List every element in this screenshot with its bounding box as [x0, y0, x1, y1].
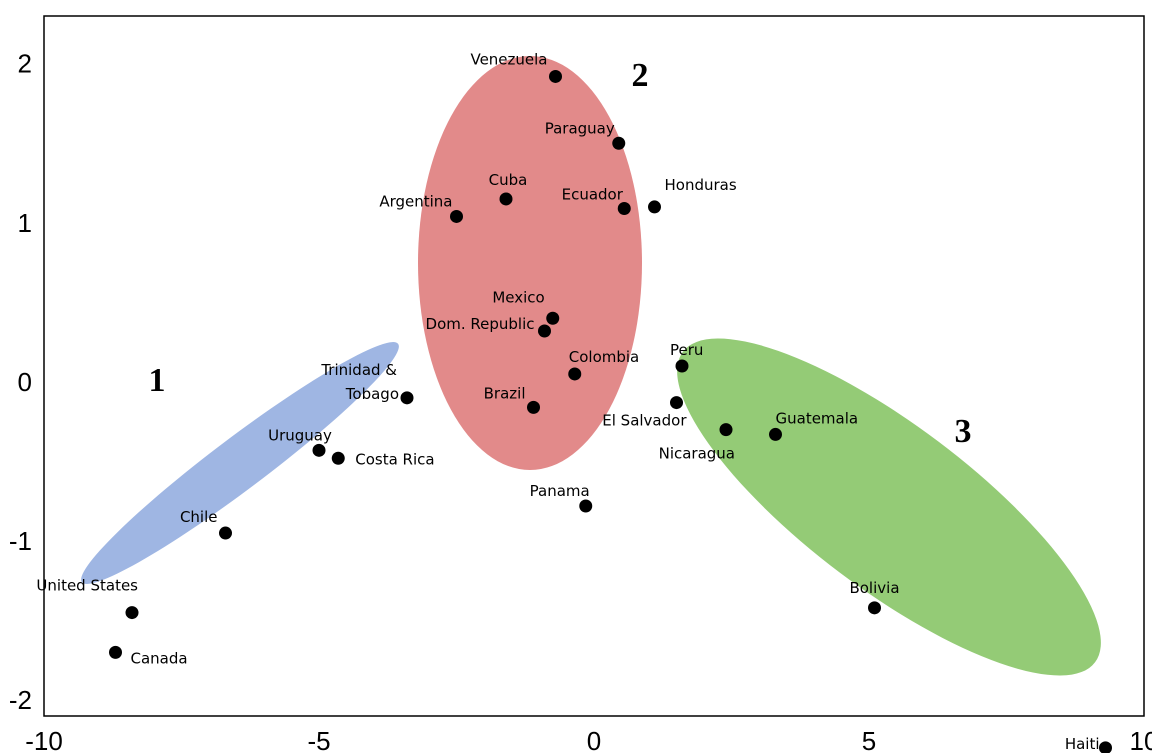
point-chile [219, 526, 232, 540]
cluster-3-label: 3 [955, 413, 972, 450]
point-cuba [499, 192, 513, 206]
point-labels: Venezuela Paraguay Cuba Ecuador Honduras Arge… [36, 50, 1099, 752]
label-venezuela: Venezuela [470, 50, 547, 68]
point-united-states [125, 606, 139, 620]
label-el-salvador: El Salvador [602, 412, 687, 430]
y-axis-ticks: 2 1 0 -1 -2 [9, 49, 32, 715]
label-trinidad-tobago: Trinidad & [320, 361, 397, 379]
point-colombia [568, 367, 582, 381]
x-tick-label: 0 [587, 726, 601, 753]
x-axis-ticks: -10 -5 0 5 10 [25, 726, 1152, 753]
point-uruguay [312, 443, 326, 457]
point-peru [675, 359, 689, 373]
point-nicaragua [719, 423, 733, 437]
point-haiti [1099, 741, 1112, 753]
label-argentina: Argentina [379, 192, 452, 210]
cluster-ellipses [81, 56, 1101, 676]
label-brazil: Brazil [484, 384, 526, 402]
plot-frame [43, 15, 1145, 717]
label-ecuador: Ecuador [562, 186, 624, 204]
x-tick-label: -5 [307, 726, 330, 753]
label-uruguay: Uruguay [268, 426, 332, 444]
point-honduras [648, 200, 661, 214]
point-brazil [527, 400, 540, 414]
x-tick-label: -10 [25, 726, 63, 753]
label-nicaragua: Nicaragua [659, 445, 735, 463]
point-el-salvador [670, 396, 683, 410]
label-united-states: United States [36, 577, 138, 595]
cluster-labels: 1 2 3 [149, 57, 972, 450]
cluster-2-label: 2 [632, 57, 649, 94]
point-guatemala [769, 427, 782, 441]
point-argentina [450, 209, 463, 223]
label-bolivia: Bolivia [849, 579, 899, 597]
label-mexico: Mexico [492, 288, 544, 306]
label-peru: Peru [670, 341, 703, 359]
point-trinidad-tobago [400, 391, 414, 405]
label-costa-rica: Costa Rica [355, 450, 434, 468]
point-canada [109, 645, 122, 659]
point-panama [579, 499, 593, 513]
label-honduras: Honduras [665, 176, 737, 194]
cluster-3-ellipse [677, 338, 1101, 676]
y-tick-label: -2 [9, 685, 32, 715]
cluster-1-label: 1 [149, 362, 166, 399]
label-cuba: Cuba [489, 171, 528, 189]
point-mexico [546, 311, 560, 325]
label-guatemala: Guatemala [776, 409, 859, 427]
label-trinidad-tobago-line2: Tobago [345, 385, 399, 403]
y-tick-label: -1 [9, 526, 32, 556]
label-canada: Canada [131, 649, 188, 667]
cluster-2-ellipse [418, 56, 642, 470]
label-paraguay: Paraguay [545, 119, 615, 137]
label-haiti: Haiti [1065, 735, 1100, 753]
y-tick-label: 2 [18, 49, 32, 79]
point-ecuador [617, 202, 631, 215]
y-tick-label: 1 [18, 208, 32, 238]
point-bolivia [868, 601, 881, 615]
data-points [109, 69, 1112, 753]
point-venezuela [549, 69, 562, 83]
label-chile: Chile [180, 508, 218, 526]
point-dom-republic [538, 324, 551, 338]
label-colombia: Colombia [569, 348, 640, 366]
label-dom-republic: Dom. Republic [426, 315, 535, 333]
x-tick-label: 5 [862, 726, 876, 753]
point-paraguay [612, 136, 626, 150]
label-panama: Panama [530, 482, 590, 500]
cluster-1-ellipse [81, 342, 399, 584]
point-costa-rica [331, 451, 345, 465]
x-tick-label: 10 [1130, 726, 1152, 753]
y-tick-label: 0 [18, 367, 32, 397]
